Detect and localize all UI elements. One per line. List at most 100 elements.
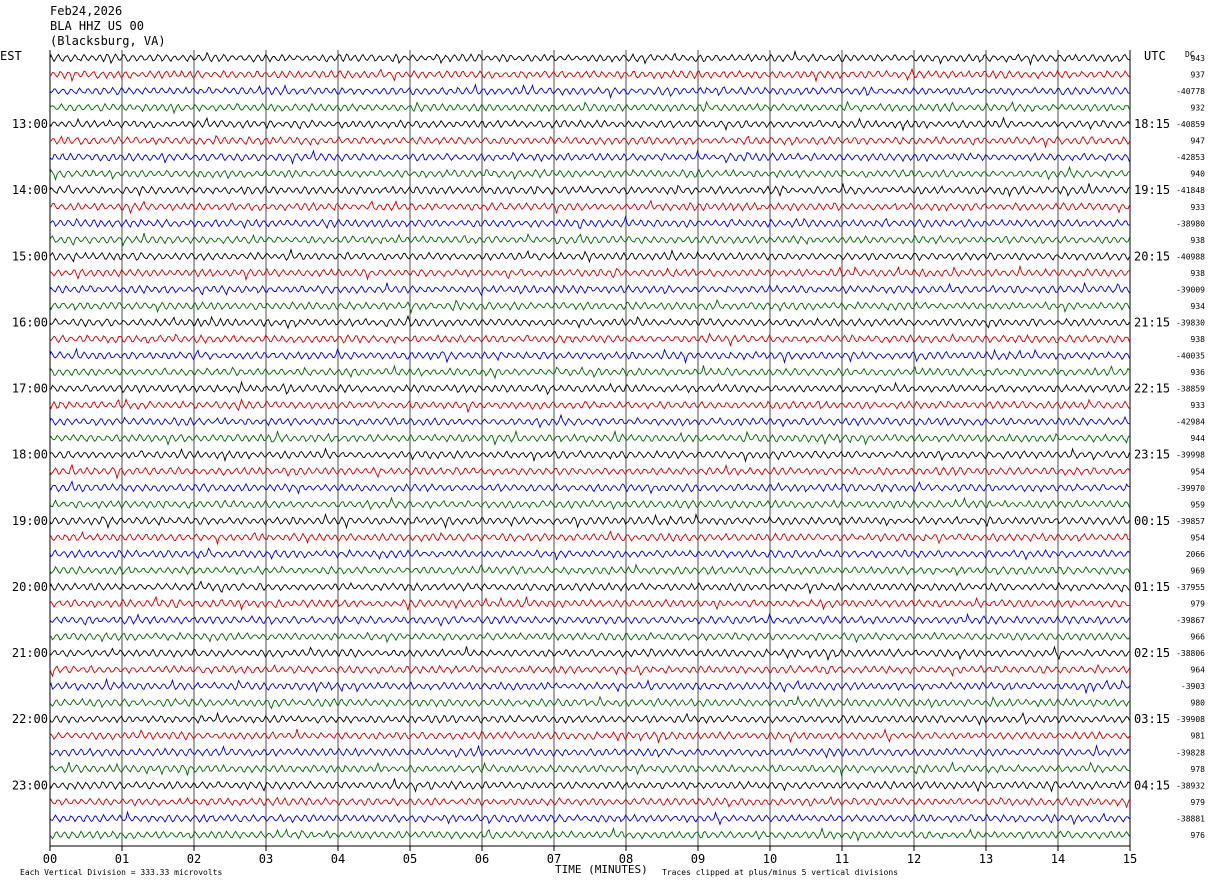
seismic-trace xyxy=(49,530,1130,546)
seismic-trace xyxy=(49,134,1130,149)
utc-hour-label: 19:15 xyxy=(1134,183,1170,197)
dc-offset-value: -38932 xyxy=(1176,781,1205,790)
est-hour-label: 20:00 xyxy=(12,580,48,594)
seismic-trace xyxy=(49,645,1130,662)
dc-offset-value: 934 xyxy=(1191,302,1206,311)
x-tick-label: 08 xyxy=(619,852,633,866)
date-label: Feb24,2026 xyxy=(50,4,123,18)
dc-offset-value: 947 xyxy=(1191,137,1206,146)
seismic-trace xyxy=(49,116,1130,132)
dc-offset-value: 954 xyxy=(1191,533,1206,542)
seismic-trace xyxy=(49,199,1130,215)
est-hour-label: 15:00 xyxy=(12,249,48,263)
seismic-trace xyxy=(49,810,1130,826)
utc-hour-label: 20:15 xyxy=(1134,249,1170,263)
seismic-trace xyxy=(49,563,1130,577)
dc-offset-value: 959 xyxy=(1191,500,1206,509)
utc-hour-label: 21:15 xyxy=(1134,315,1170,329)
vertical-division-note: Each Vertical Division = 333.33 microvol… xyxy=(20,868,222,877)
seismic-trace xyxy=(49,496,1130,511)
seismic-trace xyxy=(49,232,1130,247)
seismic-trace xyxy=(49,49,1130,67)
dc-offset-value: -40988 xyxy=(1176,252,1205,261)
seismic-trace xyxy=(49,761,1130,778)
dc-offset-value: -39828 xyxy=(1176,748,1205,757)
clipping-note: Traces clipped at plus/minus 5 vertical … xyxy=(662,868,898,877)
seismic-trace xyxy=(49,347,1130,365)
seismic-trace xyxy=(49,364,1130,380)
x-tick-label: 04 xyxy=(331,852,345,866)
dc-offset-value: 933 xyxy=(1191,401,1206,410)
est-label: EST xyxy=(0,49,22,63)
utc-hour-label: 01:15 xyxy=(1134,580,1170,594)
seismic-trace xyxy=(49,67,1130,83)
x-tick-label: 02 xyxy=(187,852,201,866)
dc-offset-value: -40859 xyxy=(1176,120,1205,129)
dc-offset-value: 944 xyxy=(1191,434,1206,443)
seismic-trace xyxy=(49,149,1130,166)
seismic-trace xyxy=(49,264,1130,282)
seismic-trace xyxy=(49,397,1130,414)
est-hour-label: 18:00 xyxy=(12,448,48,462)
x-tick-label: 09 xyxy=(691,852,705,866)
dc-offset-value: -39009 xyxy=(1176,285,1205,294)
dc-offset-value: -38980 xyxy=(1176,219,1205,228)
seismic-trace xyxy=(49,612,1130,627)
dc-offset-value: -38806 xyxy=(1176,649,1205,658)
dc-offset-value: -39970 xyxy=(1176,484,1205,493)
dc-offset-value: 938 xyxy=(1191,269,1206,278)
dc-offset-value: 954 xyxy=(1191,467,1206,476)
dc-label: DC xyxy=(1185,50,1195,59)
dc-offset-value: 979 xyxy=(1191,599,1206,608)
dc-offset-value: -38859 xyxy=(1176,385,1205,394)
x-tick-label: 07 xyxy=(547,852,561,866)
dc-offset-value: -39830 xyxy=(1176,318,1205,327)
est-hour-label: 16:00 xyxy=(12,315,48,329)
utc-hour-label: 03:15 xyxy=(1134,712,1170,726)
est-hour-label: 23:00 xyxy=(12,778,48,792)
x-tick-label: 14 xyxy=(1051,852,1065,866)
dc-offset-value: 933 xyxy=(1191,203,1206,212)
dc-offset-value: -39908 xyxy=(1176,715,1205,724)
dc-offset-value: -39998 xyxy=(1176,451,1205,460)
dc-offset-value: 937 xyxy=(1191,71,1206,80)
dc-offset-value: 2066 xyxy=(1186,550,1205,559)
seismic-trace xyxy=(49,182,1130,198)
dc-offset-value: -39867 xyxy=(1176,616,1205,625)
seismic-trace xyxy=(49,595,1130,612)
minute-grid xyxy=(49,50,1131,851)
est-hour-label: 14:00 xyxy=(12,183,48,197)
est-hour-label: 19:00 xyxy=(12,514,48,528)
dc-offset-value: 966 xyxy=(1191,633,1206,642)
seismic-trace xyxy=(49,215,1130,230)
est-hour-label: 17:00 xyxy=(12,382,48,396)
utc-hour-label: 00:15 xyxy=(1134,514,1170,528)
seismic-trace xyxy=(49,247,1130,264)
est-hour-label: 13:00 xyxy=(12,117,48,131)
x-tick-label: 12 xyxy=(907,852,921,866)
dc-offset-value: 979 xyxy=(1191,798,1206,807)
dc-offset-value: -40778 xyxy=(1176,87,1205,96)
dc-offset-value: 980 xyxy=(1191,699,1206,708)
seismic-trace xyxy=(49,299,1130,315)
dc-offset-value: 964 xyxy=(1191,666,1206,675)
dc-offset-value: -39857 xyxy=(1176,517,1205,526)
x-tick-label: 15 xyxy=(1123,852,1137,866)
seismic-trace xyxy=(49,480,1130,495)
seismic-trace xyxy=(49,281,1130,297)
seismic-trace xyxy=(49,165,1130,182)
dc-offset-value: 936 xyxy=(1191,368,1206,377)
seismic-trace xyxy=(49,727,1130,745)
seismic-trace xyxy=(49,580,1130,595)
seismic-trace xyxy=(49,380,1130,396)
dc-offset-value: -37955 xyxy=(1176,583,1205,592)
seismic-trace xyxy=(49,512,1130,530)
x-tick-label: 00 xyxy=(43,852,57,866)
dc-offset-value: 940 xyxy=(1191,170,1206,179)
utc-hour-label: 23:15 xyxy=(1134,448,1170,462)
utc-hour-label: 22:15 xyxy=(1134,382,1170,396)
x-tick-label: 13 xyxy=(979,852,993,866)
trace-group xyxy=(49,49,1130,843)
seismic-trace xyxy=(49,631,1130,644)
